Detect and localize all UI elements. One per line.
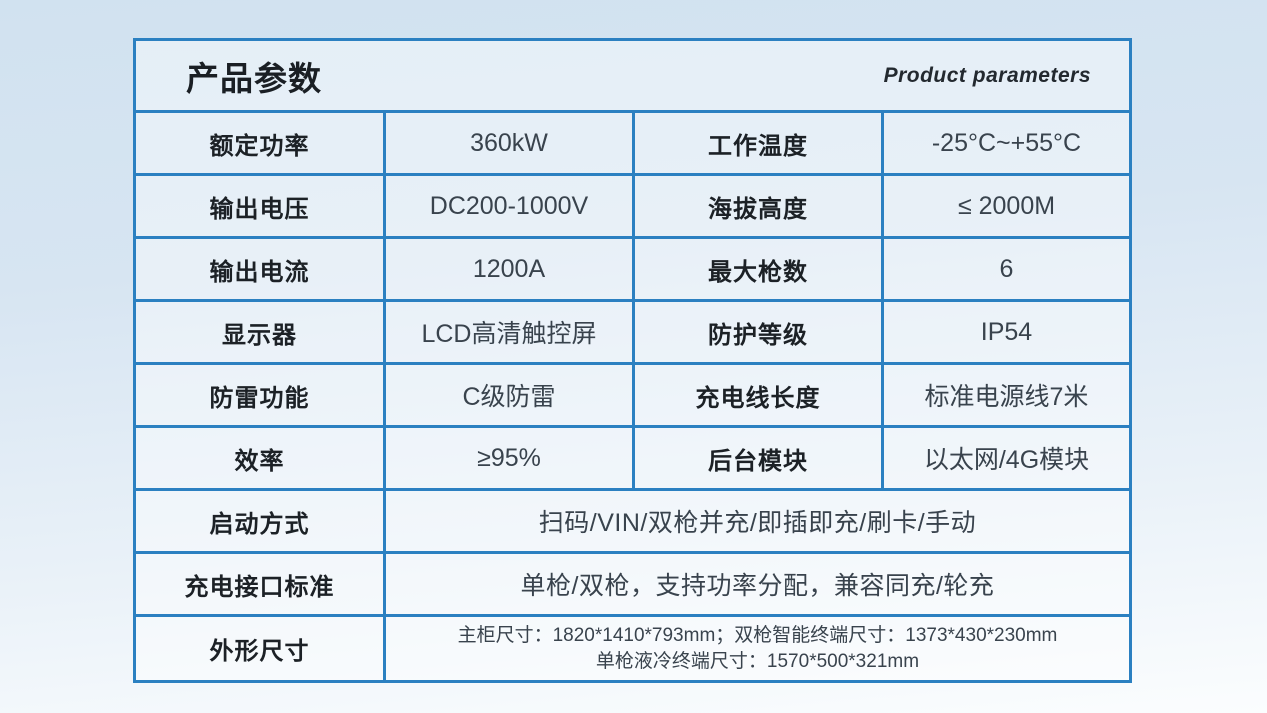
dimensions-label: 外形尺寸 xyxy=(133,614,386,683)
efficiency-value: ≥95% xyxy=(382,425,635,491)
page-title: 产品参数 xyxy=(186,59,322,97)
product-parameters-table: 产品参数 Product parameters 额定功率 360kW 工作温度 … xyxy=(133,38,1133,683)
protection-rating-label: 防护等级 xyxy=(631,299,884,365)
output-current-label: 输出电流 xyxy=(133,236,386,302)
altitude-value: ≤ 2000M xyxy=(880,173,1133,239)
page-subtitle: Product parameters xyxy=(883,63,1091,87)
charging-interface-value: 单枪/双枪，支持功率分配，兼容同充/轮充 xyxy=(382,551,1133,617)
max-guns-label: 最大枪数 xyxy=(631,236,884,302)
altitude-label: 海拔高度 xyxy=(631,173,884,239)
row-rated-power: 额定功率 360kW 工作温度 -25°C~+55°C xyxy=(133,110,1133,176)
backend-module-value: 以太网/4G模块 xyxy=(880,425,1133,491)
dimensions-value-line1: 主柜尺寸：1820*1410*793mm；双枪智能终端尺寸：1373*430*2… xyxy=(457,624,1058,646)
lightning-protection-value: C级防雷 xyxy=(382,362,635,428)
output-voltage-value: DC200-1000V xyxy=(382,173,635,239)
row-charging-interface: 充电接口标准 单枪/双枪，支持功率分配，兼容同充/轮充 xyxy=(133,551,1133,617)
cable-length-label: 充电线长度 xyxy=(631,362,884,428)
row-output-current: 输出电流 1200A 最大枪数 6 xyxy=(133,236,1133,302)
operating-temperature-value: -25°C~+55°C xyxy=(880,110,1133,176)
start-mode-label: 启动方式 xyxy=(133,488,386,554)
row-lightning-protection: 防雷功能 C级防雷 充电线长度 标准电源线7米 xyxy=(133,362,1133,428)
dimensions-value-line2: 单枪液冷终端尺寸：1570*500*321mm xyxy=(595,650,920,672)
display-value: LCD高清触控屏 xyxy=(382,299,635,365)
row-efficiency: 效率 ≥95% 后台模块 以太网/4G模块 xyxy=(133,425,1133,491)
output-current-value: 1200A xyxy=(382,236,635,302)
title-row: 产品参数 Product parameters xyxy=(133,38,1132,113)
display-label: 显示器 xyxy=(133,299,386,365)
rated-power-label: 额定功率 xyxy=(133,110,386,176)
max-guns-value: 6 xyxy=(880,236,1133,302)
cable-length-value: 标准电源线7米 xyxy=(880,362,1133,428)
protection-rating-value: IP54 xyxy=(880,299,1133,365)
efficiency-label: 效率 xyxy=(133,425,386,491)
lightning-protection-label: 防雷功能 xyxy=(133,362,386,428)
title-cell: 产品参数 Product parameters xyxy=(133,38,1132,113)
row-dimensions: 外形尺寸 主柜尺寸：1820*1410*793mm；双枪智能终端尺寸：1373*… xyxy=(133,614,1133,683)
output-voltage-label: 输出电压 xyxy=(133,173,386,239)
backend-module-label: 后台模块 xyxy=(631,425,884,491)
charging-interface-label: 充电接口标准 xyxy=(133,551,386,617)
row-start-mode: 启动方式 扫码/VIN/双枪并充/即插即充/刷卡/手动 xyxy=(133,488,1133,554)
dimensions-value: 主柜尺寸：1820*1410*793mm；双枪智能终端尺寸：1373*430*2… xyxy=(382,614,1133,683)
row-display: 显示器 LCD高清触控屏 防护等级 IP54 xyxy=(133,299,1133,365)
rated-power-value: 360kW xyxy=(382,110,635,176)
operating-temperature-label: 工作温度 xyxy=(631,110,884,176)
start-mode-value: 扫码/VIN/双枪并充/即插即充/刷卡/手动 xyxy=(382,488,1133,554)
row-output-voltage: 输出电压 DC200-1000V 海拔高度 ≤ 2000M xyxy=(133,173,1133,239)
